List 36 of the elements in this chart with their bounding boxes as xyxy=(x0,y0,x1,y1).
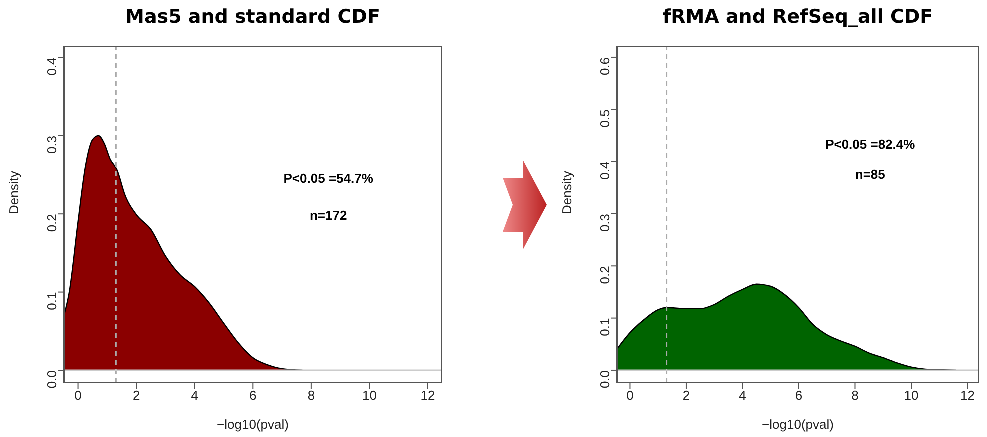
y-tick-label: 0.2 xyxy=(598,266,613,284)
x-tick-label: 4 xyxy=(739,388,746,404)
y-tick-label: 0.4 xyxy=(44,58,60,76)
y-axis-title: Density xyxy=(560,170,575,214)
x-tick-label: 8 xyxy=(852,388,859,404)
y-tick-label: 0.1 xyxy=(598,318,613,336)
y-tick-label: 0.1 xyxy=(44,292,60,310)
annotation: n=172 xyxy=(308,208,348,223)
x-tick-label: 12 xyxy=(960,388,975,404)
y-axis-title: Density xyxy=(6,170,22,214)
chart-title: Mas5 and standard CDF xyxy=(124,6,382,28)
x-tick-label: 8 xyxy=(308,388,316,404)
chart-title: fRMA and RefSeq_all CDF xyxy=(662,6,934,28)
annotation: n=85 xyxy=(854,167,886,182)
y-tick-label: 0.3 xyxy=(598,214,613,232)
x-axis-title: −log10(pval) xyxy=(762,417,834,432)
x-tick-label: 6 xyxy=(250,388,257,404)
x-tick-label: 10 xyxy=(362,388,377,404)
x-tick-label: 12 xyxy=(420,388,436,404)
x-tick-label: 6 xyxy=(795,388,803,404)
x-tick-label: 0 xyxy=(626,388,634,404)
y-tick-label: 0.0 xyxy=(598,370,613,389)
x-tick-label: 2 xyxy=(132,388,140,404)
y-tick-label: 0.4 xyxy=(598,162,613,180)
y-tick-label: 0.3 xyxy=(44,136,60,154)
y-tick-label: 0.2 xyxy=(44,214,60,232)
annotation: P<0.05 =54.7% xyxy=(282,170,374,186)
x-tick-label: 0 xyxy=(74,388,82,404)
y-tick-label: 0.6 xyxy=(598,57,613,76)
y-tick-label: 0.0 xyxy=(44,370,60,389)
x-tick-label: 2 xyxy=(682,388,690,404)
x-axis-title: −log10(pval) xyxy=(217,417,289,432)
annotation: P<0.05 =82.4% xyxy=(824,136,916,152)
x-tick-label: 4 xyxy=(191,388,198,404)
y-tick-label: 0.5 xyxy=(598,110,613,128)
x-tick-label: 10 xyxy=(904,388,919,404)
